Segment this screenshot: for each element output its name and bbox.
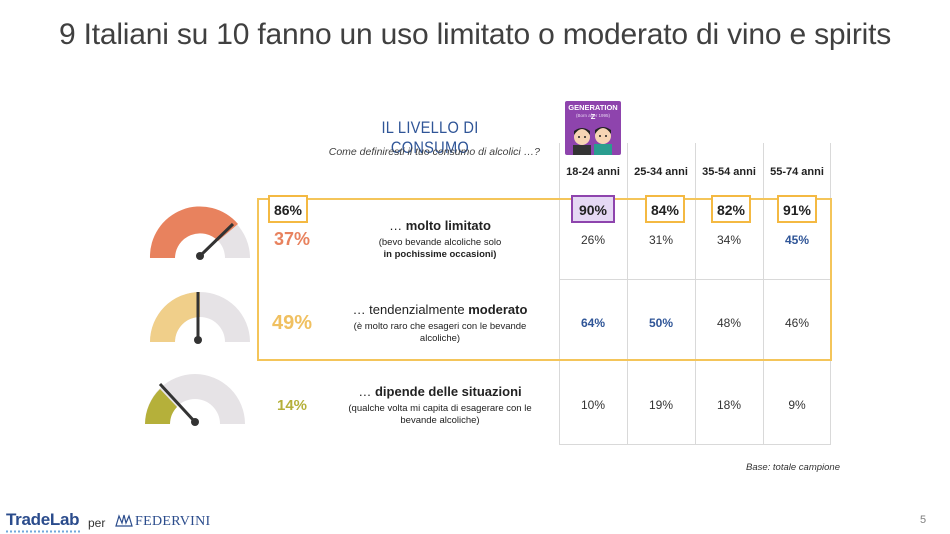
pct-moderato: 49%	[271, 312, 313, 334]
badge-title: GENERATION Z	[568, 103, 618, 121]
pct-molto-limitato: 37%	[273, 229, 311, 249]
cell-r2-35-54: 48%	[716, 316, 742, 330]
grid-col-line	[763, 143, 764, 445]
generation-z-badge: GENERATION Z (Born after 1995)	[565, 101, 621, 155]
column-header-55-74: 55-74 anni	[770, 166, 824, 178]
label-moderato: … tendenzialmente moderato	[352, 302, 528, 317]
gauge-molto-limitato	[149, 206, 250, 260]
column-header-18-24: 18-24 anni	[566, 166, 620, 178]
badge-subtitle: (Born after 1995)	[575, 113, 611, 118]
total-box-25-34: 84%	[645, 195, 685, 223]
cell-r1-18-24: 26%	[580, 233, 606, 247]
column-header-25-34: 25-34 anni	[634, 166, 688, 178]
section-title: IL LIVELLO DI CONSUMO	[381, 118, 479, 157]
cell-r3-25-34: 19%	[648, 398, 674, 412]
grid-row-line	[559, 279, 831, 280]
total-box-35-54: 82%	[711, 195, 751, 223]
total-box-55-74: 91%	[777, 195, 817, 223]
sub-dipende: (qualche volta mi capita di esagerare co…	[348, 403, 532, 426]
gen-z-people-icon	[573, 127, 612, 155]
base-note: Base: totale campione	[745, 462, 840, 473]
cell-r3-18-24: 10%	[580, 398, 606, 412]
tradelab-logo: TradeLab	[6, 510, 80, 529]
grid-col-line	[559, 143, 560, 445]
column-header-35-54: 35-54 anni	[702, 166, 756, 178]
grid-row-line	[559, 444, 831, 445]
federvini-emblem-icon	[115, 514, 133, 527]
survey-question: Come definiresti il tuo consumo di alcol…	[328, 146, 540, 158]
label-molto-limitato: … molto limitato	[389, 218, 491, 233]
tradelab-underline-dots	[6, 530, 82, 533]
cell-r1-25-34: 31%	[648, 233, 674, 247]
sub-moderato: (è molto raro che esageri con le bevande…	[353, 321, 527, 344]
total-overall-box: 86%	[268, 195, 308, 223]
sub-molto-limitato: (bevo bevande alcoliche solo in pochissi…	[378, 237, 502, 260]
total-box-18-24: 90%	[571, 195, 615, 223]
grid-col-line	[695, 143, 696, 445]
cell-r3-35-54: 18%	[716, 398, 742, 412]
cell-r2-25-34: 50%	[648, 316, 674, 330]
gauge-dipende	[145, 374, 245, 426]
label-dipende: … dipende delle situazioni	[358, 384, 522, 399]
cell-r1-35-54: 34%	[716, 233, 742, 247]
footer-per-text: per	[88, 516, 106, 530]
cell-r3-55-74: 9%	[788, 398, 806, 412]
pct-dipende: 14%	[276, 397, 308, 414]
cell-r1-55-74: 45%	[784, 233, 810, 247]
gauge-moderato	[150, 292, 250, 344]
page-title: 9 Italiani su 10 fanno un uso limitato o…	[58, 18, 892, 51]
page-number: 5	[920, 514, 927, 526]
cell-r2-55-74: 46%	[784, 316, 810, 330]
limited-moderate-highlight-frame	[257, 198, 832, 361]
federvini-logo: FEDERVINI	[135, 514, 211, 529]
grid-col-line	[627, 143, 628, 445]
cell-r2-18-24: 64%	[580, 316, 606, 330]
